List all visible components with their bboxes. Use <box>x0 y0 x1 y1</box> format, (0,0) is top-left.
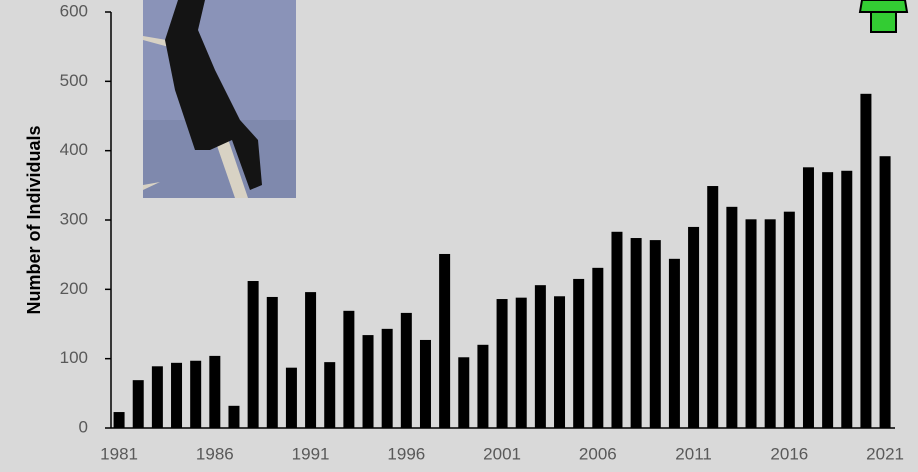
bar <box>132 380 144 428</box>
bar <box>477 344 489 428</box>
y-tick-label: 400 <box>60 140 88 159</box>
bar <box>515 297 527 428</box>
bar <box>822 172 834 428</box>
bar <box>228 405 240 428</box>
bar <box>324 362 336 428</box>
bar <box>707 186 719 428</box>
x-tick-label: 1991 <box>292 444 330 463</box>
x-tick-label: 1986 <box>196 444 234 463</box>
bar <box>419 339 431 428</box>
bar <box>630 238 642 428</box>
bar <box>841 170 853 429</box>
bar <box>688 226 700 428</box>
x-tick-label: 2011 <box>675 444 712 463</box>
bar <box>381 328 393 428</box>
x-tick-label: 2016 <box>770 444 808 463</box>
bar <box>592 267 604 428</box>
bar <box>151 366 163 428</box>
x-tick-label: 2001 <box>483 444 521 463</box>
bar <box>554 296 566 428</box>
bar <box>726 206 738 428</box>
bar <box>496 299 508 428</box>
bar <box>783 211 795 428</box>
y-tick-label: 600 <box>60 1 88 20</box>
bar <box>285 367 297 428</box>
bar <box>400 312 412 428</box>
bar <box>802 167 814 428</box>
bar <box>362 335 374 428</box>
bar <box>343 310 355 428</box>
bar <box>305 292 317 428</box>
green-arrow <box>858 0 909 33</box>
bar <box>266 296 278 428</box>
bar <box>573 278 585 428</box>
y-axis-label: Number of Individuals <box>24 125 44 314</box>
y-tick-label: 100 <box>60 348 88 367</box>
y-tick-label: 200 <box>60 279 88 298</box>
x-tick-label: 2006 <box>579 444 617 463</box>
bar <box>611 231 623 428</box>
x-tick-label: 1996 <box>387 444 425 463</box>
x-tick-label: 1981 <box>100 444 138 463</box>
y-tick-label: 500 <box>60 71 88 90</box>
x-tick-label: 2021 <box>866 444 904 463</box>
bar <box>649 240 661 428</box>
bar <box>190 360 202 428</box>
bar <box>209 355 221 428</box>
bar <box>458 357 470 428</box>
bar <box>247 281 259 428</box>
bar <box>764 219 776 428</box>
bar <box>860 93 872 429</box>
y-tick-label: 0 <box>79 417 88 436</box>
bird-photo <box>143 0 296 198</box>
bar <box>439 253 451 428</box>
bar <box>879 156 891 429</box>
bar <box>171 362 183 428</box>
bar <box>113 412 125 428</box>
bar <box>745 219 757 428</box>
y-tick-label: 300 <box>60 209 88 228</box>
bar <box>668 258 680 428</box>
bar <box>534 285 546 428</box>
